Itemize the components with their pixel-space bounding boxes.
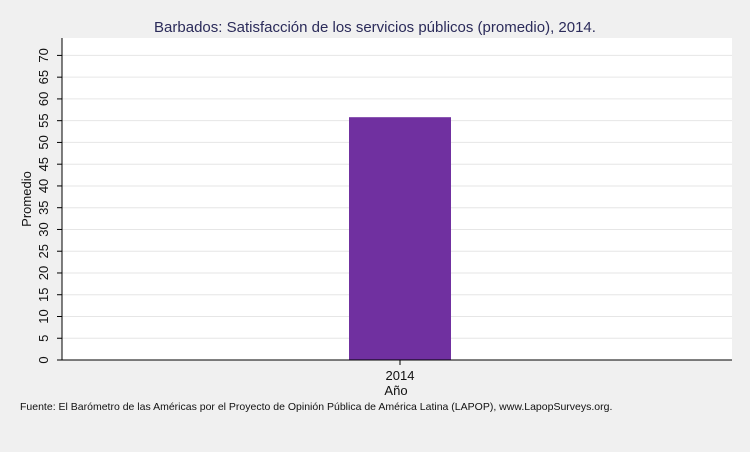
bar-2014 [349, 117, 451, 360]
bars [349, 117, 451, 360]
y-tick-label: 55 [36, 113, 51, 127]
x-axis-title: Año [384, 383, 407, 398]
y-tick-label: 60 [36, 92, 51, 106]
x-tick-label: 2014 [386, 368, 415, 383]
y-tick-label: 30 [36, 222, 51, 236]
y-tick-label: 10 [36, 309, 51, 323]
y-tick-label: 15 [36, 287, 51, 301]
y-tick-label: 20 [36, 266, 51, 280]
source-note: Fuente: El Barómetro de las Américas por… [20, 401, 612, 413]
y-tick-label: 5 [36, 335, 51, 342]
y-tick-label: 40 [36, 179, 51, 193]
y-tick-label: 35 [36, 200, 51, 214]
y-tick-label: 65 [36, 70, 51, 84]
y-tick-label: 25 [36, 244, 51, 258]
y-tick-label: 70 [36, 48, 51, 62]
y-axis: 0 5 10 15 20 25 30 35 40 45 50 55 60 65 70 [36, 48, 62, 364]
x-axis: 2014 [386, 360, 415, 383]
y-tick-label: 50 [36, 135, 51, 149]
chart-title: Barbados: Satisfacción de los servicios … [154, 19, 596, 36]
y-axis-title: Promedio [19, 171, 34, 227]
y-tick-label: 45 [36, 157, 51, 171]
y-tick-label: 0 [36, 356, 51, 363]
